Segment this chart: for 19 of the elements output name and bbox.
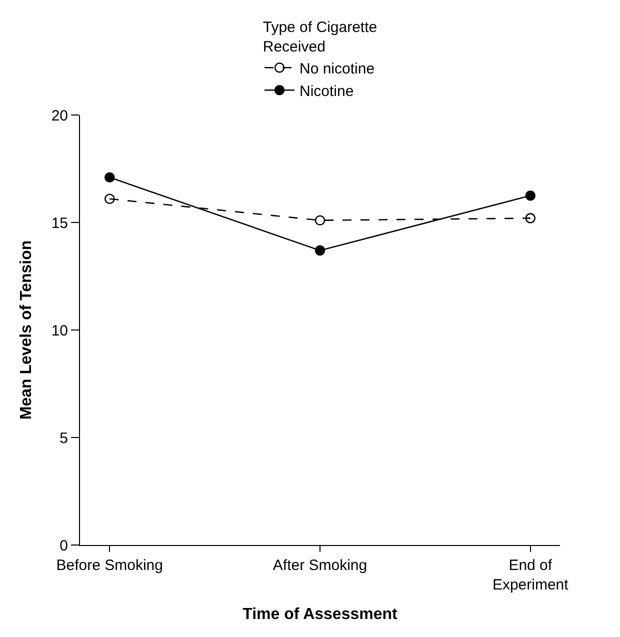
y-tick-label: 15 <box>51 214 68 232</box>
y-tick-label: 10 <box>51 322 68 340</box>
point <box>314 215 326 226</box>
point <box>104 194 115 204</box>
x-tick-label: Before Smoking <box>56 557 163 574</box>
y-tick-label: 20 <box>51 107 68 124</box>
point <box>104 172 115 182</box>
point <box>314 245 326 256</box>
legend-label: Nicotine <box>300 83 354 100</box>
x-tick-label: After Smoking <box>272 557 368 574</box>
point <box>525 190 536 201</box>
y-tick-label: 0 <box>60 537 68 554</box>
y-tick-label: 5 <box>60 430 68 447</box>
point <box>525 213 536 224</box>
legend-title: Type of Cigarette Received <box>262 18 378 56</box>
legend-label: No nicotine <box>300 60 375 78</box>
y-axis-title: Mean Levels of Tension <box>18 240 36 420</box>
x-tick-label: End of Experiment <box>492 557 570 594</box>
x-axis-title: Time of Assessment <box>242 606 398 624</box>
